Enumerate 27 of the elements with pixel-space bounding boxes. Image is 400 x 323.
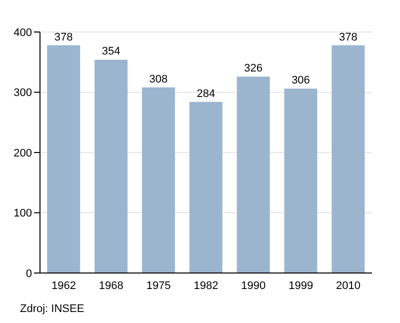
bar [189,102,222,273]
x-tick-label: 1962 [51,280,76,292]
y-tick-label: 0 [26,268,32,280]
x-tick-label: 1990 [241,280,266,292]
bar [236,76,270,273]
data-label: 378 [54,31,73,44]
data-label: 306 [292,74,310,87]
y-tick-label: 300 [14,87,32,100]
bar [47,45,80,273]
x-tick-label: 1982 [194,280,218,292]
bar [142,87,175,273]
data-label: 308 [149,73,168,86]
y-tick-label: 100 [14,208,32,220]
x-tick-label: 2010 [336,280,361,292]
data-label: 284 [196,88,216,100]
x-tick-label: 1999 [288,280,314,292]
y-tick-label: 200 [14,147,32,160]
x-tick-label: 1975 [146,280,171,292]
bar [332,45,365,273]
data-label: 354 [102,46,120,58]
y-tick-label: 400 [14,26,32,39]
bar [284,88,318,273]
data-label: 378 [339,31,358,44]
data-label: 326 [244,62,263,75]
x-tick-label: 1968 [98,280,124,292]
bar [94,60,128,273]
text: Zdroj: INSEE [20,303,84,315]
